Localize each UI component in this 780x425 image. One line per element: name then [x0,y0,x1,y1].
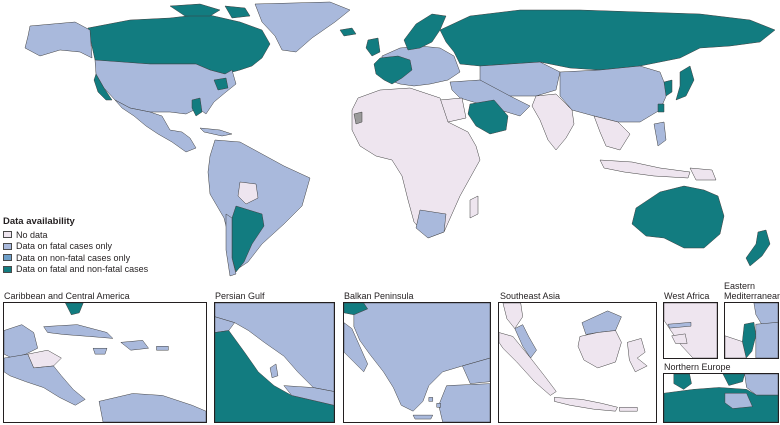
legend-label-non-fatal-only: Data on non-fatal cases only [16,252,131,263]
inset-label-caribbean: Caribbean and Central America [4,291,130,301]
region-papua-new-guinea [689,167,717,181]
region-jamaica [92,347,108,355]
inset-label-west-africa: West Africa [664,291,710,301]
inset-label-northern-europe: Northern Europe [664,362,731,372]
region-southeast-asia [593,115,631,151]
region-japan [675,65,695,101]
inset-persian-gulf-map [214,302,335,423]
region-jordan [755,322,778,358]
legend-label-fatal-only: Data on fatal cases only [16,241,113,252]
region-lebanon-syria [753,303,778,325]
region-java [554,397,618,412]
region-greek-islands [428,397,441,408]
region-qatar [269,363,279,379]
region-middle-east [449,79,531,117]
inset-west-africa-map [663,302,718,359]
region-gambia [667,322,692,329]
region-madagascar [469,195,479,219]
region-russia [439,9,776,71]
legend-item-no-data: No data [3,229,148,241]
region-south-america-north [98,393,206,422]
region-united-kingdom [365,37,381,57]
region-crete [412,414,434,420]
region-central-america [4,353,86,406]
region-western-europe [373,55,413,85]
region-poland [724,392,753,409]
legend-swatch-non-fatal-only [3,254,12,262]
region-new-zealand [745,229,771,267]
region-caribbean-islands [199,127,233,137]
region-thailand [502,303,523,329]
region-uae [283,385,334,406]
inset-label-balkan: Balkan Peninsula [344,291,414,301]
inset-eastern-med-map [724,302,779,359]
legend: Data availability No data Data on fatal … [3,216,148,275]
region-lesser-sunda [619,407,638,412]
region-scandinavia [403,13,447,51]
region-italy [344,322,368,373]
region-china [559,65,669,123]
region-chile [225,213,237,277]
region-sumatra [499,332,557,396]
region-saudi-arabia [467,99,509,135]
region-mexico [114,99,197,153]
region-turkey [438,383,490,422]
region-guinea-bissau [671,333,688,344]
region-western-sahara [353,111,363,125]
region-black-sea-coast [462,357,490,384]
region-senegal [664,303,717,358]
inset-label-persian-gulf: Persian Gulf [215,291,265,301]
region-new-york [213,77,229,91]
region-cuba [43,324,114,339]
region-alaska [24,21,93,59]
inset-northern-europe-map [663,373,779,423]
region-canada-islands [169,3,251,19]
region-mexico-yucatan [4,324,38,359]
region-korea [663,79,673,97]
region-bolivia [237,181,259,205]
legend-swatch-no-data [3,231,12,239]
region-taiwan [657,103,665,113]
legend-item-fatal-only: Data on fatal cases only [3,241,148,253]
region-borneo [577,330,622,369]
legend-swatch-fatal-only [3,242,12,250]
region-australia [631,185,725,249]
region-scandinavia-inset [722,374,745,386]
region-iceland [339,27,357,37]
region-western-europe-inset [664,387,778,422]
region-indonesia [599,159,691,179]
region-puerto-rico [156,346,169,351]
region-south-africa [415,209,447,239]
world-map [24,1,776,277]
legend-item-fatal-and-non-fatal: Data on fatal and non-fatal cases [3,264,148,276]
inset-balkan-map [343,302,491,423]
legend-label-fatal-and-non-fatal: Data on fatal and non-fatal cases [16,264,149,275]
legend-item-non-fatal-only: Data on non-fatal cases only [3,252,148,264]
region-sinai [725,335,747,358]
inset-southeast-asia-map [498,302,657,423]
region-philippines [653,121,667,147]
region-malay-peninsula [514,324,537,359]
region-india [531,93,575,151]
region-south-america [207,139,311,271]
region-california [93,73,113,101]
region-sulawesi [627,338,648,373]
region-greenland [254,1,351,53]
region-africa [351,87,481,239]
region-florida-tip [65,303,84,316]
legend-label-no-data: No data [16,229,48,240]
inset-caribbean-map [3,302,207,423]
region-hispaniola [120,340,150,351]
region-uk-inset [673,374,692,390]
inset-label-southeast-asia: Southeast Asia [500,291,561,301]
legend-title: Data availability [3,216,75,227]
region-florida [191,97,203,117]
legend-swatch-fatal-and-non-fatal [3,265,12,273]
inset-label-eastern-med: Eastern Mediterranean [724,281,780,301]
